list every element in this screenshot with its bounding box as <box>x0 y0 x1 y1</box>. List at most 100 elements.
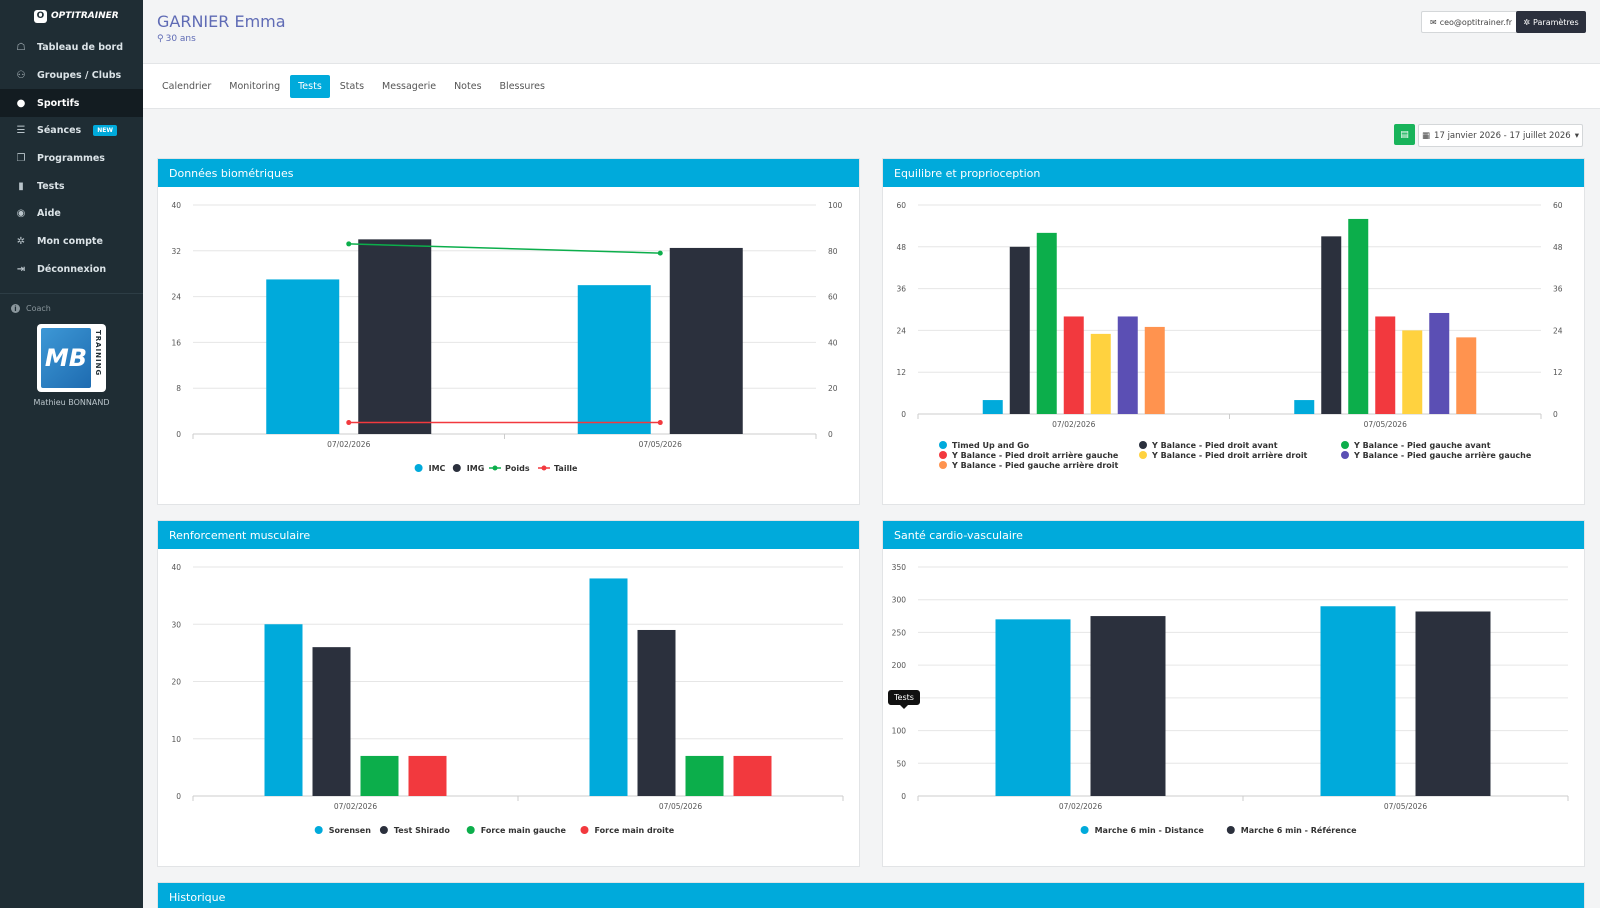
panel-balance: Equilibre et proprioception 0 12 24 36 48 60 0… <box>882 158 1585 505</box>
y-tick-label: 350 <box>892 563 907 572</box>
legend-marker <box>1139 451 1147 459</box>
bar-force-main-gauche <box>685 755 724 796</box>
sidebar-item-programmes[interactable]: ❐ Programmes <box>0 145 143 173</box>
email-button[interactable]: ✉ ceo@optitrainer.fr <box>1421 11 1521 33</box>
y-tick-label: 100 <box>892 727 907 736</box>
bar-y-balance-pied-droit-arri-re-droit <box>1090 333 1111 414</box>
y-tick-label: 40 <box>171 563 181 572</box>
point-poids <box>346 241 352 247</box>
export-excel-button[interactable]: ▤ <box>1394 124 1415 145</box>
sidebar-item-label: Séances <box>37 125 82 137</box>
y2-tick-label: 60 <box>1553 201 1563 210</box>
legend-marker <box>939 451 947 459</box>
settings-button[interactable]: ✲ Paramètres <box>1516 11 1586 33</box>
y2-tick-label: 40 <box>828 338 838 347</box>
bar-y-balance-pied-droit-avant <box>1321 236 1342 414</box>
y2-tick-label: 0 <box>1553 410 1558 419</box>
panel-cardio: Santé cardio-vasculaire 0501001502002503… <box>882 520 1585 867</box>
bar-y-balance-pied-droit-arri-re-gauche <box>1375 316 1396 414</box>
chart-strength: 0 10 20 30 40 07/02/2026 07/05/2026 Sorensen Tes… <box>171 563 844 835</box>
sidebar-item-tests[interactable]: ▮ Tests <box>0 172 143 200</box>
tab-messagerie[interactable]: Messagerie <box>382 80 437 92</box>
legend-marker <box>452 464 461 472</box>
athlete-age-text: 30 ans <box>165 34 196 44</box>
athlete-age: ⚲ 30 ans <box>157 34 196 44</box>
chart-tooltip: Tests <box>888 690 920 709</box>
tab-stats[interactable]: Stats <box>339 80 365 92</box>
sidebar-item-groupes-clubs[interactable]: ⚇ Groupes / Clubs <box>0 62 143 90</box>
app-logo-text: OPTITRAINER <box>51 11 119 21</box>
tab-notes[interactable]: Notes <box>454 80 482 92</box>
bar-test-shirado <box>312 647 351 796</box>
sidebar-item-déconnexion[interactable]: ⇥ Déconnexion <box>0 256 143 284</box>
legend-label: Taille <box>554 464 578 473</box>
y-tick-label: 0 <box>176 430 181 439</box>
y-tick-label: 16 <box>171 338 181 347</box>
tab-monitoring[interactable]: Monitoring <box>229 80 281 92</box>
legend-label: Y Balance - Pied gauche arrière droit <box>951 460 1119 470</box>
legend-label: Sorensen <box>329 826 372 835</box>
app-logo[interactable]: O OPTITRAINER <box>0 2 143 30</box>
legend-marker <box>939 441 947 449</box>
panel-title: Historique <box>158 883 1584 908</box>
gear-icon: ✲ <box>1523 17 1531 27</box>
panel-title: Renforcement musculaire <box>158 521 859 549</box>
legend-marker <box>1139 441 1147 449</box>
y-tick-label: 48 <box>896 243 906 252</box>
y-tick-label: 30 <box>171 620 181 629</box>
bar-force-main-gauche <box>360 755 399 796</box>
legend-label: Force main droite <box>595 826 675 835</box>
line-poids <box>348 243 661 254</box>
panel-history: Historique <box>157 882 1585 908</box>
sidebar-item-tableau-de-bord[interactable]: ☖ Tableau de bord <box>0 34 143 62</box>
legend-label: Y Balance - Pied droit avant <box>1151 441 1278 450</box>
bar-y-balance-pied-gauche-arri-re-gauche <box>1429 312 1450 414</box>
legend-marker <box>1341 441 1349 449</box>
date-range-picker[interactable]: ▦ 17 janvier 2026 - 17 juillet 2026 ▾ <box>1418 124 1583 147</box>
y-tick-label: 40 <box>171 201 181 210</box>
panel-strength: Renforcement musculaire 0 10 20 30 40 07/02/2… <box>157 520 860 867</box>
sidebar-item-label: Déconnexion <box>37 263 107 275</box>
bar-imc <box>266 279 340 434</box>
legend-marker <box>379 826 388 834</box>
y2-tick-label: 36 <box>1553 285 1563 294</box>
y-tick-label: 24 <box>896 326 906 335</box>
calendar-icon: ▦ <box>1422 130 1431 141</box>
bar-marche-6-min-distance <box>995 619 1071 796</box>
panel-biometrics: Données biométriques 0 8 16 24 32 40 0 20 40 60 80… <box>157 158 860 505</box>
chart-balance: 0 12 24 36 48 60 0 12 24 36 48 60 07/02/2026 07/05/20… <box>896 201 1563 470</box>
coach-logo-side-text: TRAINING <box>94 330 102 377</box>
x-tick-label: 07/02/2026 <box>327 440 370 449</box>
tab-blessures[interactable]: Blessures <box>499 80 545 92</box>
legend-label: Force main gauche <box>481 826 567 835</box>
sign-out-icon: ⇥ <box>16 263 26 275</box>
y-tick-label: 60 <box>896 201 906 210</box>
database-icon: ☰ <box>16 125 26 137</box>
sidebar-item-mon-compte[interactable]: ✲ Mon compte <box>0 228 143 256</box>
coach-logo-mark: MB <box>41 328 91 388</box>
x-tick-label: 07/02/2026 <box>1052 420 1095 429</box>
sidebar-item-séances[interactable]: ☰ Séances NEW <box>0 117 143 145</box>
x-tick-label: 07/02/2026 <box>1059 802 1102 811</box>
caret-down-icon: ▾ <box>1574 130 1579 141</box>
sidebar-item-sportifs[interactable]: ● Sportifs <box>0 89 143 118</box>
tab-calendrier[interactable]: Calendrier <box>162 80 212 92</box>
sidebar-item-label: Aide <box>37 208 61 220</box>
y2-tick-label: 48 <box>1553 243 1563 252</box>
legend-marker <box>466 826 475 834</box>
users-icon: ⚇ <box>16 70 26 82</box>
x-tick-label: 07/02/2026 <box>334 802 377 811</box>
sidebar-item-aide[interactable]: ◉ Aide <box>0 200 143 228</box>
legend-marker <box>939 461 947 469</box>
chart-biometrics: 0 8 16 24 32 40 0 20 40 60 80 100 07/02/2026 07/05/20… <box>171 201 843 473</box>
tab-tests[interactable]: Tests <box>290 74 330 98</box>
panel-title: Données biométriques <box>158 159 859 187</box>
bar-img <box>669 247 743 434</box>
legend-label: IMC <box>429 464 446 473</box>
y2-tick-label: 100 <box>828 201 843 210</box>
gear-icon: ✲ <box>16 236 26 248</box>
coach-label-text: Coach <box>26 304 51 314</box>
panel-title: Santé cardio-vasculaire <box>883 521 1584 549</box>
y-tick-label: 50 <box>896 759 906 768</box>
chart-cardio: 05010015020025030035007/02/202607/05/202… <box>892 563 1569 835</box>
